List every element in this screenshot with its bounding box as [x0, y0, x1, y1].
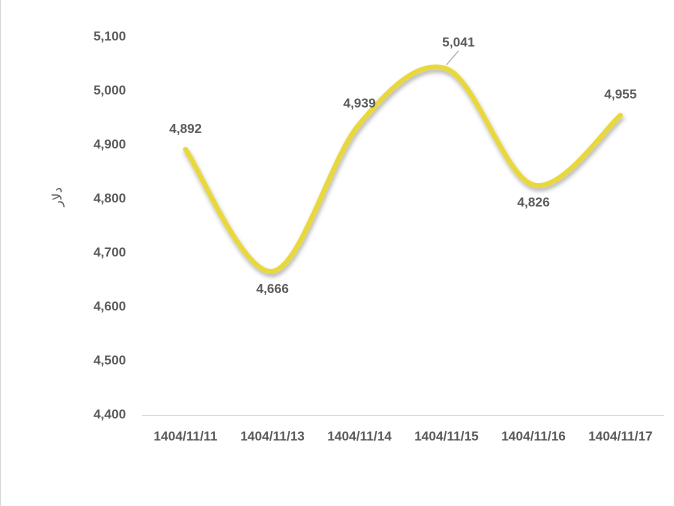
x-tick-label: 1404/11/15 — [414, 428, 478, 443]
y-tick-label: 4,500 — [93, 352, 126, 367]
line — [183, 64, 623, 274]
x-tick-label: 1404/11/16 — [501, 428, 565, 443]
y-tick-label: 4,800 — [93, 190, 126, 205]
data-label: 4,892 — [169, 121, 202, 136]
y-tick-label: 5,000 — [93, 82, 126, 97]
y-tick-label: 4,400 — [93, 406, 126, 421]
data-label: 4,826 — [517, 194, 550, 209]
data-label: 4,939 — [343, 95, 376, 110]
x-tick-label: 1404/11/14 — [327, 428, 392, 443]
y-tick-label: 5,100 — [93, 28, 126, 43]
x-tick-label: 1404/11/11 — [154, 428, 218, 443]
y-tick-label: 4,900 — [93, 136, 126, 151]
y-tick-label: 4,600 — [93, 298, 126, 313]
y-axis-label: دلار — [49, 187, 65, 208]
y-tick-label: 4,700 — [93, 244, 126, 259]
leader-line — [446, 50, 459, 66]
x-tick-label: 1404/11/13 — [240, 428, 304, 443]
data-label: 4,955 — [604, 87, 637, 102]
data-label: 4,666 — [256, 281, 289, 296]
data-label: 5,041 — [442, 34, 475, 49]
x-tick-label: 1404/11/17 — [588, 428, 652, 443]
